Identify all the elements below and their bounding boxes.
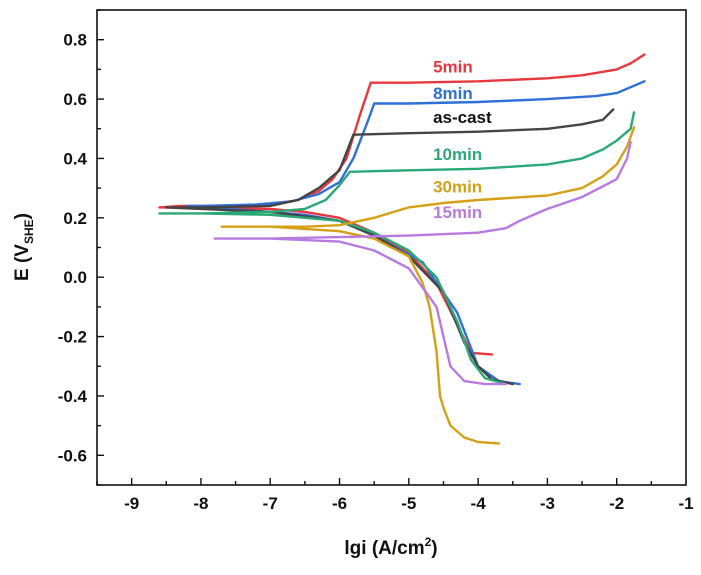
series-label-10min: 10min (433, 145, 482, 164)
x-axis-title-end: ) (431, 538, 437, 559)
series-labels: 5min 8min as-cast 10min 30min 15min (433, 57, 492, 221)
x-axis-title-sup: 2 (425, 535, 432, 549)
y-axis-title-sub: SHE (22, 219, 36, 244)
series-label-as-cast: as-cast (433, 108, 492, 127)
y-tick-label: 0.0 (63, 268, 87, 287)
series-label-5min: 5min (433, 57, 473, 76)
x-tick-label: -7 (263, 494, 278, 513)
x-axis-title-main: lgi (A/cm (344, 538, 424, 559)
x-tick-label: -9 (124, 494, 139, 513)
x-axis-ticks: -9 -8 -7 -6 -5 -4 -3 -2 -1 (96, 478, 694, 513)
y-axis-title-end: ) (12, 213, 33, 219)
y-tick-label: 0.6 (63, 90, 87, 109)
x-tick-label: -1 (678, 494, 693, 513)
y-tick-label: 0.8 (63, 31, 87, 50)
x-tick-label: -8 (193, 494, 208, 513)
y-axis-ticks: 0.8 0.6 0.4 0.2 0.0 -0.2 -0.4 -0.6 (58, 9, 104, 486)
series-lines (158, 53, 646, 445)
x-tick-label: -5 (401, 494, 416, 513)
series-line-15min (213, 140, 632, 386)
series-label-8min: 8min (433, 84, 473, 103)
y-tick-label: 0.2 (63, 209, 87, 228)
y-axis-title: E (VSHE) (12, 213, 36, 281)
x-tick-label: -6 (332, 494, 347, 513)
x-tick-label: -3 (540, 494, 555, 513)
x-tick-label: -4 (471, 494, 487, 513)
x-tick-label: -2 (609, 494, 624, 513)
x-axis-title: lgi (A/cm2) (344, 535, 437, 559)
y-tick-label: -0.6 (58, 446, 87, 465)
y-tick-label: 0.4 (63, 149, 87, 168)
y-tick-label: -0.2 (58, 328, 87, 347)
series-label-15min: 15min (433, 203, 482, 222)
series-line-30min (220, 126, 636, 445)
y-axis-title-main: E (V (12, 244, 33, 281)
series-line-10min (158, 111, 636, 386)
series-line-8min (185, 80, 646, 386)
series-label-30min: 30min (433, 178, 482, 197)
y-tick-label: -0.4 (58, 387, 88, 406)
